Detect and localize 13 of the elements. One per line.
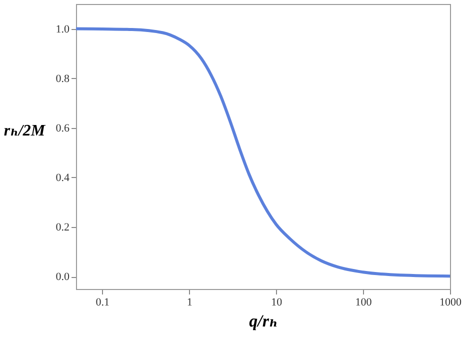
x-tick-label: 100: [355, 296, 372, 308]
x-tick-label: 10: [271, 296, 283, 308]
y-tick-label: 1.0: [56, 23, 70, 36]
y-tick-label: 0.0: [56, 271, 70, 284]
y-axis-title: rₕ/2M: [4, 122, 46, 140]
x-axis-title: q/rₕ: [249, 312, 278, 330]
y-tick-label: 0.8: [56, 72, 70, 85]
y-tick-label: 0.6: [56, 122, 70, 134]
x-tick-label: 1: [186, 296, 192, 308]
y-tick-label: 0.2: [56, 222, 70, 234]
x-tick-label: 0.1: [96, 296, 110, 308]
x-tick-label: 1000: [440, 296, 462, 308]
y-tick-label: 0.4: [56, 172, 70, 184]
